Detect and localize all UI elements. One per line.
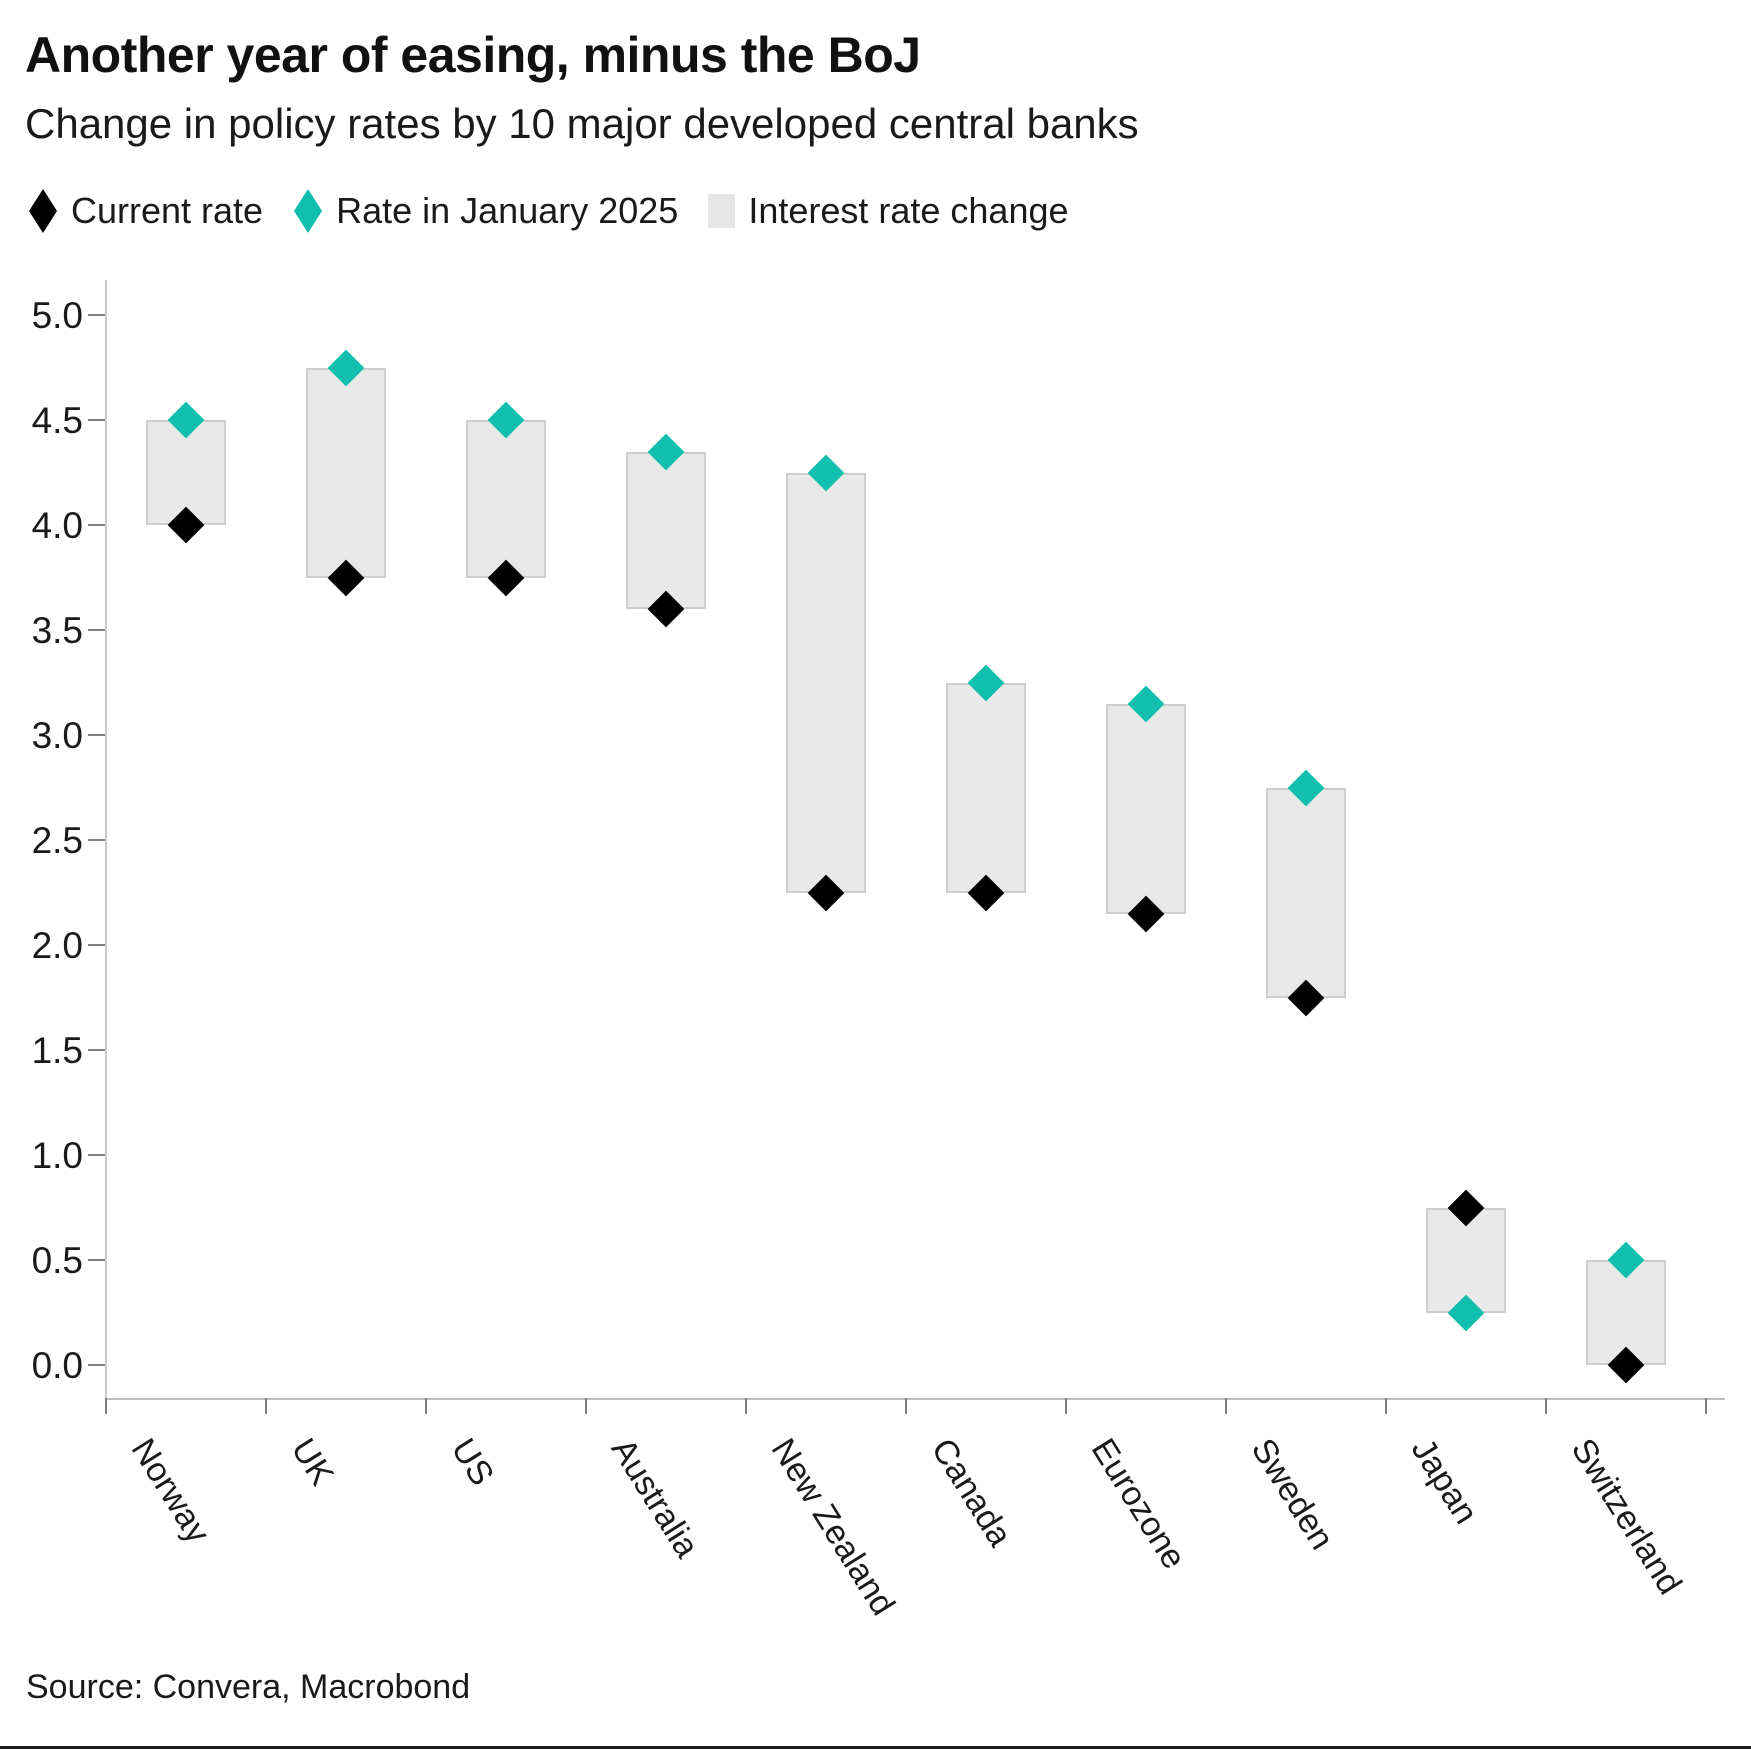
x-tick-mark bbox=[1545, 1398, 1547, 1414]
y-tick-mark bbox=[88, 1049, 105, 1051]
y-tick-mark bbox=[88, 839, 105, 841]
x-axis-category-label: US bbox=[443, 1432, 502, 1493]
source-note: Source: Convera, Macrobond bbox=[26, 1668, 471, 1706]
legend-item-rate-change: Interest rate change bbox=[708, 190, 1069, 232]
legend-label: Current rate bbox=[71, 190, 264, 231]
y-tick-label: 0.5 bbox=[31, 1240, 83, 1281]
x-axis-line bbox=[105, 1398, 1725, 1400]
y-tick-label: 0.0 bbox=[31, 1345, 83, 1386]
y-tick-label: 4.5 bbox=[31, 400, 83, 441]
x-tick-mark bbox=[425, 1398, 427, 1414]
range-bar bbox=[626, 451, 706, 609]
legend: Current rate Rate in January 2025 Intere… bbox=[28, 188, 1069, 234]
x-tick-mark bbox=[1225, 1398, 1227, 1414]
y-tick-mark bbox=[88, 734, 105, 736]
x-axis-category-label: UK bbox=[283, 1432, 342, 1493]
range-bar bbox=[946, 682, 1026, 893]
legend-item-january-rate: Rate in January 2025 bbox=[293, 188, 678, 234]
y-tick-label: 2.0 bbox=[31, 925, 83, 966]
y-tick-mark bbox=[88, 1364, 105, 1366]
x-tick-mark bbox=[1065, 1398, 1067, 1414]
x-tick-mark bbox=[265, 1398, 267, 1414]
x-tick-mark bbox=[1385, 1398, 1387, 1414]
y-tick-label: 1.0 bbox=[31, 1135, 83, 1176]
rate-change-square-icon bbox=[708, 193, 736, 229]
x-tick-mark bbox=[105, 1398, 107, 1414]
x-axis-category-label: Canada bbox=[923, 1432, 1020, 1554]
y-tick-mark bbox=[88, 1154, 105, 1156]
range-bar bbox=[466, 420, 546, 578]
y-tick-mark bbox=[88, 419, 105, 421]
x-axis-category-label: Eurozone bbox=[1083, 1432, 1194, 1576]
y-tick-mark bbox=[88, 314, 105, 316]
y-tick-label: 2.5 bbox=[31, 820, 83, 861]
y-tick-label: 1.5 bbox=[31, 1030, 83, 1071]
y-tick-mark bbox=[88, 944, 105, 946]
x-axis-category-label: Japan bbox=[1403, 1432, 1486, 1531]
range-bar bbox=[786, 472, 866, 893]
legend-label: Rate in January 2025 bbox=[336, 190, 679, 231]
x-axis-category-label: New Zealand bbox=[763, 1432, 903, 1623]
x-axis-category-label: Sweden bbox=[1243, 1432, 1342, 1557]
x-tick-mark bbox=[745, 1398, 747, 1414]
january-rate-diamond-icon bbox=[293, 188, 323, 234]
bottom-border-rule bbox=[0, 1746, 1751, 1749]
y-tick-label: 4.0 bbox=[31, 505, 83, 546]
x-tick-mark bbox=[905, 1398, 907, 1414]
x-axis-category-label: Switzerland bbox=[1563, 1432, 1690, 1602]
x-axis-category-label: Norway bbox=[123, 1432, 218, 1550]
current-rate-diamond-icon bbox=[28, 188, 58, 234]
page-title: Another year of easing, minus the BoJ bbox=[25, 27, 921, 83]
x-tick-mark bbox=[585, 1398, 587, 1414]
y-tick-label: 5.0 bbox=[31, 295, 83, 336]
legend-label: Interest rate change bbox=[748, 190, 1069, 231]
y-tick-mark bbox=[88, 1259, 105, 1261]
x-tick-mark bbox=[1705, 1398, 1707, 1414]
range-bar bbox=[306, 367, 386, 578]
y-tick-label: 3.0 bbox=[31, 715, 83, 756]
page-subtitle: Change in policy rates by 10 major devel… bbox=[25, 100, 1139, 147]
x-axis-category-label: Australia bbox=[603, 1432, 707, 1565]
range-bar bbox=[1106, 703, 1186, 914]
legend-item-current-rate: Current rate bbox=[28, 188, 263, 234]
range-bar bbox=[1266, 787, 1346, 998]
y-tick-mark bbox=[88, 524, 105, 526]
y-tick-label: 3.5 bbox=[31, 610, 83, 651]
y-axis-line bbox=[105, 280, 107, 1398]
y-tick-mark bbox=[88, 629, 105, 631]
